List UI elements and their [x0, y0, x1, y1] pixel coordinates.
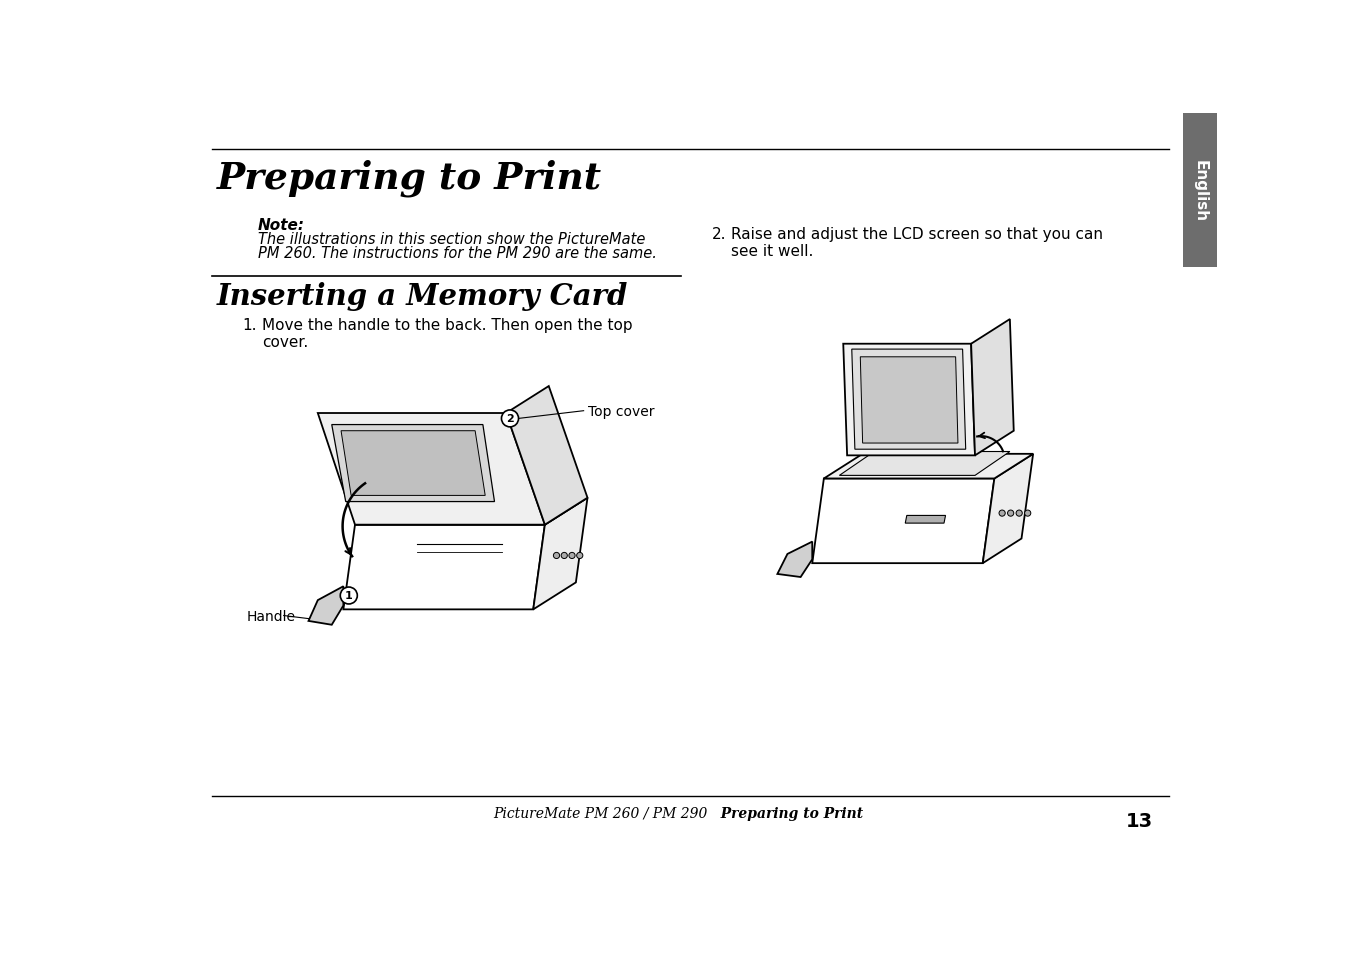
Polygon shape	[860, 357, 959, 443]
Polygon shape	[823, 455, 1033, 479]
Text: Raise and adjust the LCD screen so that you can
see it well.: Raise and adjust the LCD screen so that …	[731, 227, 1103, 259]
Polygon shape	[506, 387, 588, 525]
Text: Move the handle to the back. Then open the top
cover.: Move the handle to the back. Then open t…	[262, 317, 633, 350]
Circle shape	[1025, 511, 1030, 517]
Text: PM 260. The instructions for the PM 290 are the same.: PM 260. The instructions for the PM 290 …	[258, 246, 657, 261]
Circle shape	[577, 553, 583, 559]
Circle shape	[502, 411, 519, 428]
Polygon shape	[308, 587, 343, 625]
Polygon shape	[777, 542, 813, 578]
Text: Top cover: Top cover	[588, 404, 654, 418]
Text: 1: 1	[345, 591, 353, 601]
Text: English: English	[1192, 160, 1207, 222]
Polygon shape	[356, 498, 588, 525]
Text: 2: 2	[506, 414, 514, 424]
Text: 13: 13	[1126, 811, 1153, 830]
Polygon shape	[983, 455, 1033, 563]
Polygon shape	[813, 479, 994, 563]
Text: Preparing to Print: Preparing to Print	[711, 806, 864, 820]
Circle shape	[1017, 511, 1022, 517]
Polygon shape	[844, 344, 975, 456]
Text: PictureMate PM 260 / PM 290: PictureMate PM 260 / PM 290	[493, 806, 707, 820]
Polygon shape	[370, 496, 562, 521]
Text: Handle: Handle	[246, 609, 296, 623]
FancyBboxPatch shape	[1183, 114, 1217, 268]
Polygon shape	[343, 525, 545, 610]
Polygon shape	[840, 452, 1010, 476]
Polygon shape	[341, 432, 485, 496]
Polygon shape	[533, 498, 588, 610]
Polygon shape	[331, 425, 495, 502]
Text: Preparing to Print: Preparing to Print	[218, 159, 602, 196]
Text: Note:: Note:	[258, 217, 306, 233]
Circle shape	[1007, 511, 1014, 517]
Circle shape	[561, 553, 568, 559]
Circle shape	[341, 587, 357, 604]
Polygon shape	[906, 516, 945, 523]
Text: The illustrations in this section show the PictureMate: The illustrations in this section show t…	[258, 232, 645, 246]
Text: 2.: 2.	[711, 227, 726, 242]
Circle shape	[569, 553, 575, 559]
Circle shape	[999, 511, 1006, 517]
Polygon shape	[318, 414, 545, 525]
Text: 1.: 1.	[242, 317, 257, 333]
Text: Inserting a Memory Card: Inserting a Memory Card	[218, 282, 629, 311]
Polygon shape	[852, 350, 965, 450]
Polygon shape	[971, 320, 1014, 456]
Circle shape	[553, 553, 560, 559]
